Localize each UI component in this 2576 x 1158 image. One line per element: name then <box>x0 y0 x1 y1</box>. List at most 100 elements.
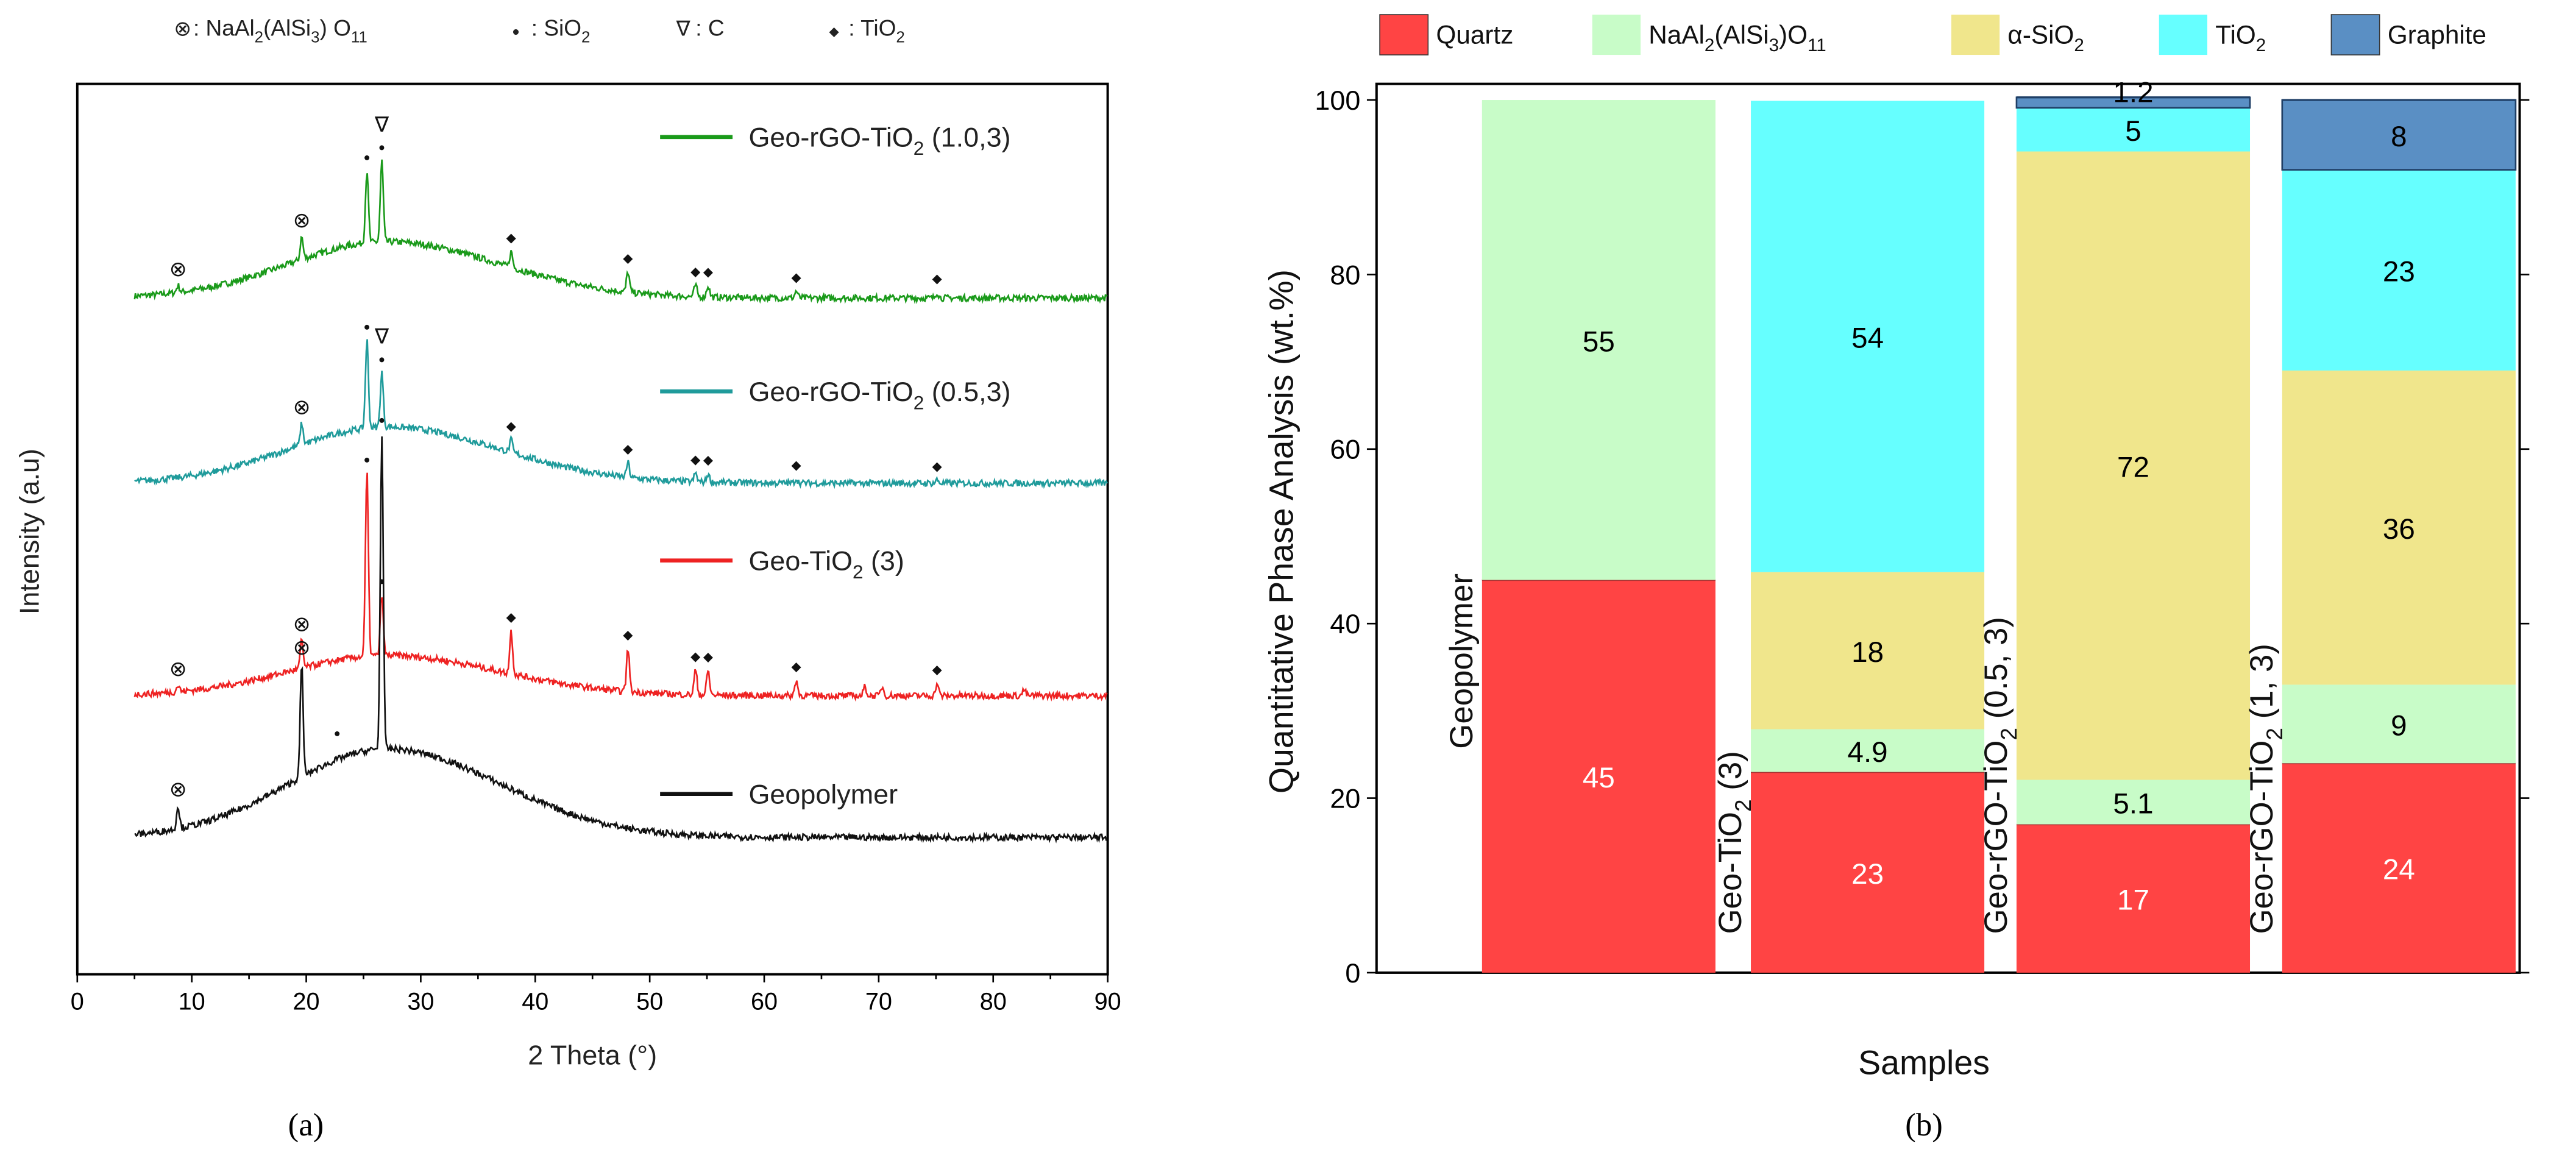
subscript: 2 <box>2262 728 2287 741</box>
peak-marker-icon: ◆ <box>791 458 801 472</box>
peak-marker-icon: ● <box>364 453 371 466</box>
peak-marker-icon: ◆ <box>506 231 517 245</box>
bar-segment <box>2016 824 2251 973</box>
y-axis-label: Quantitative Phase Analysis (wt.%) <box>1262 269 1300 794</box>
subscript: 11 <box>351 29 367 46</box>
text-part: )O <box>1779 21 1808 49</box>
bar-legend-label: Graphite <box>2388 21 2486 49</box>
series-legend-label: Geo-rGO-TiO2 (1.0,3) <box>748 122 1010 159</box>
subscript: 2 <box>581 29 590 46</box>
peak-marker-icon: ◆ <box>506 610 517 624</box>
bar-value-label: 5 <box>2125 115 2141 147</box>
phase-symbol-icon: ⊗ <box>174 17 191 40</box>
text-part: Geo-rGO-TiO <box>1978 741 2014 934</box>
bar-value-label: 4.9 <box>1848 736 1888 769</box>
y-tick-label: 80 <box>1330 259 1360 290</box>
text-part: Geo-TiO <box>1712 812 1748 934</box>
x-tick-label: 90 <box>1095 989 1121 1015</box>
subscript: 2 <box>1731 799 1756 812</box>
phase-legend-label: : C <box>695 15 724 40</box>
x-axis-label: Samples <box>1858 1043 1990 1081</box>
bar-value-label: 55 <box>1583 325 1615 358</box>
bar-segment <box>1751 729 1985 772</box>
bar-value-label: 54 <box>1851 322 1884 355</box>
bar-value-label: 36 <box>2383 513 2415 545</box>
peak-marker-icon: ● <box>378 574 385 587</box>
y-tick-label: 60 <box>1330 434 1360 465</box>
xrd-series-line <box>133 159 1108 305</box>
subscript: 2 <box>1996 728 2021 741</box>
x-axis-label: 2 Theta (°) <box>528 1040 657 1071</box>
xrd-series-line <box>134 436 1108 844</box>
bar-value-label: 45 <box>1583 762 1615 794</box>
text-part: : TiO <box>848 15 896 40</box>
subscript: 2 <box>2256 35 2266 55</box>
bar-segment <box>2282 370 2516 685</box>
bar-value-label: 23 <box>1851 858 1884 890</box>
bar-segment <box>1481 580 1716 973</box>
peak-marker-icon: ◆ <box>791 271 801 285</box>
peak-marker-icon: ◆ <box>703 453 714 467</box>
legend-swatch <box>1592 15 1641 55</box>
bar-value-label: 1.2 <box>2113 77 2153 109</box>
series-legend-label: Geopolymer <box>748 779 898 810</box>
bar-value-label: 72 <box>2117 451 2149 483</box>
peak-marker-icon: ◆ <box>623 442 633 456</box>
peak-marker-icon: ● <box>378 352 385 365</box>
text-part: (3) <box>1712 751 1748 799</box>
peak-marker-icon: ⊗ <box>293 636 311 659</box>
text-part: α-SiO <box>2007 21 2074 49</box>
peak-marker-icon: ◆ <box>690 265 701 279</box>
text-part: (1, 3) <box>2244 644 2280 728</box>
bar-value-label: 23 <box>2383 256 2415 288</box>
bar-value-label: 17 <box>2117 884 2149 917</box>
peak-marker-icon: ◆ <box>932 272 943 286</box>
peak-marker-icon: ● <box>378 141 385 154</box>
bar-segment <box>2282 763 2516 973</box>
bar-segment <box>2281 99 2517 171</box>
text-part: Geo-TiO <box>748 545 853 576</box>
y-tick-label: 100 <box>1315 85 1360 116</box>
legend-swatch <box>2330 14 2380 55</box>
peak-marker-icon: ⊗ <box>169 658 187 681</box>
text-part: Geopolymer <box>1444 574 1480 749</box>
subscript: 2 <box>853 561 863 583</box>
peak-marker-icon: ⊗ <box>293 209 311 232</box>
subscript: 2 <box>255 29 263 46</box>
text-part: Geo-rGO-TiO <box>2244 741 2280 934</box>
sample-name-label: Geo-rGO-TiO2 (0.5, 3) <box>1978 617 2021 934</box>
series-legend-label: Geo-rGO-TiO2 (0.5,3) <box>748 376 1010 413</box>
bar-segment <box>1481 100 1716 580</box>
xrd-series-line <box>133 472 1108 702</box>
phase-symbol-icon: ● <box>512 24 520 38</box>
panel-caption-b: (b) <box>1905 1107 1943 1143</box>
sample-name-label: Geo-rGO-TiO2 (1, 3) <box>2244 644 2287 934</box>
bar-value-label: 5.1 <box>2113 787 2153 820</box>
subscript: 3 <box>1769 35 1779 55</box>
text-part: Geo-rGO-TiO <box>748 122 913 153</box>
x-tick-label: 70 <box>865 989 892 1015</box>
bar-segment <box>2016 780 2251 825</box>
sample-name-label: Geopolymer <box>1444 574 1480 749</box>
x-tick-label: 60 <box>751 989 778 1015</box>
y-tick-label: 40 <box>1330 608 1360 639</box>
text-part: (AlSi <box>1714 21 1769 49</box>
text-part: : SiO <box>531 15 581 40</box>
phase-symbol-icon: ◆ <box>829 24 840 38</box>
bar-segment <box>2282 169 2516 371</box>
bar-legend-label: NaAl2(AlSi3)O11 <box>1648 21 1826 56</box>
phase-symbol-icon: ∇ <box>676 17 690 40</box>
bar-value-label: 9 <box>2391 709 2407 742</box>
text-part: (3) <box>863 545 904 576</box>
phase-bar-panel: Quartz NaAl2(AlSi3)O11 α-SiO2 TiO2 Graphite0… <box>1262 14 2530 1143</box>
bar-legend-label: TiO2 <box>2215 21 2266 56</box>
phase-legend-label: : NaAl2(AlSi3) O11 <box>193 15 367 46</box>
text-part: : C <box>695 15 724 40</box>
bar-segment <box>1751 101 1985 572</box>
peak-marker-icon: ⊗ <box>293 613 311 636</box>
text-part: Geopolymer <box>748 779 898 810</box>
peak-marker-icon: ◆ <box>623 251 633 265</box>
text-part: (AlSi <box>263 15 311 40</box>
peak-marker-icon: ◆ <box>506 419 517 433</box>
